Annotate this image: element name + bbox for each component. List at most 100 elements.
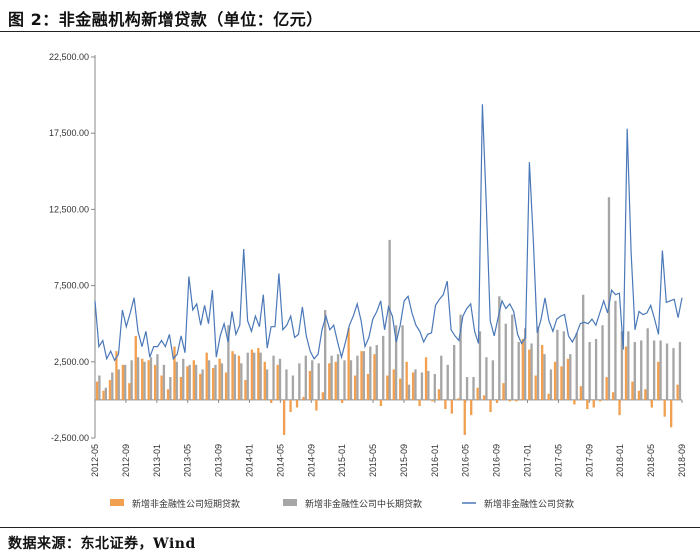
bar-long-term bbox=[156, 354, 159, 400]
bar-long-term bbox=[162, 364, 166, 400]
bar-short-term bbox=[334, 361, 337, 400]
bar-long-term bbox=[278, 358, 282, 400]
bar-long-term bbox=[414, 369, 417, 400]
bar-short-term bbox=[315, 399, 318, 411]
bar-long-term bbox=[478, 331, 482, 400]
bar-long-term bbox=[136, 357, 140, 400]
bar-long-term bbox=[259, 352, 262, 400]
bar-short-term bbox=[663, 399, 666, 417]
bar-long-term bbox=[627, 331, 630, 400]
bar-long-term bbox=[401, 325, 404, 400]
bar-short-term bbox=[592, 399, 595, 408]
bar-long-term bbox=[659, 340, 662, 400]
bar-long-term bbox=[343, 360, 346, 400]
bar-long-term bbox=[388, 239, 391, 400]
bar-short-term bbox=[599, 399, 602, 402]
x-tick-label: 2016-09 bbox=[492, 444, 502, 477]
x-tick-labels: 2012-05 2012-09 2013-01 2013-05 2013-09 2014-… bbox=[90, 399, 687, 477]
bar-short-term bbox=[437, 389, 441, 400]
bar-long-term bbox=[298, 363, 301, 400]
bar-short-term bbox=[353, 375, 357, 400]
bar-short-term bbox=[495, 399, 499, 403]
bar-short-term bbox=[102, 390, 105, 400]
legend: 新增非金融性公司短期贷款 新增非金融性公司中长期贷款 新增非金融性公司贷款 bbox=[110, 498, 574, 510]
bar-short-term bbox=[418, 399, 421, 406]
bar-long-term bbox=[504, 323, 507, 400]
bar-long-term bbox=[678, 341, 682, 400]
bar-long-term bbox=[607, 197, 611, 400]
x-tick-label: 2014-09 bbox=[306, 444, 316, 477]
bar-short-term bbox=[341, 399, 344, 403]
bar-long-term bbox=[317, 363, 320, 400]
bar-short-term bbox=[476, 387, 479, 400]
bar-long-term bbox=[227, 325, 230, 400]
y-tick-label: -2,500.00 bbox=[51, 433, 89, 443]
bar-long-term bbox=[594, 338, 598, 400]
bar-short-term bbox=[328, 363, 331, 400]
bar-long-term bbox=[440, 355, 443, 400]
bar-short-term bbox=[411, 372, 415, 400]
x-tick-label: 2016-01 bbox=[430, 444, 440, 477]
bar-long-term bbox=[214, 364, 217, 400]
bar-short-term bbox=[489, 399, 492, 413]
chart-title: 图 2：非金融机构新增贷款（单位：亿元） bbox=[8, 10, 323, 29]
x-tick-label: 2015-01 bbox=[337, 444, 347, 477]
bars-short-term bbox=[95, 328, 679, 435]
bar-short-term bbox=[160, 375, 163, 400]
bar-short-term bbox=[540, 345, 544, 400]
bar-long-term bbox=[272, 355, 275, 400]
bar-long-term bbox=[433, 373, 436, 400]
bar-short-term bbox=[263, 361, 266, 400]
bar-short-term bbox=[547, 393, 550, 400]
bar-long-term bbox=[556, 329, 559, 400]
bar-short-term bbox=[386, 375, 389, 400]
bar-long-term bbox=[511, 314, 514, 400]
legend-long-label: 新增非金融性公司中长期贷款 bbox=[305, 498, 422, 510]
bar-long-term bbox=[182, 358, 185, 400]
bar-long-term bbox=[104, 387, 107, 400]
bar-long-term bbox=[175, 361, 178, 400]
title-rule bbox=[0, 31, 700, 32]
bar-short-term bbox=[360, 351, 363, 400]
bar-short-term bbox=[205, 352, 208, 400]
bar-short-term bbox=[618, 399, 621, 416]
bar-long-term bbox=[304, 355, 307, 400]
bar-long-term bbox=[394, 325, 398, 400]
bar-short-term bbox=[250, 349, 254, 400]
bar-long-term bbox=[601, 325, 604, 400]
bar-short-term bbox=[244, 380, 247, 400]
bars-long-term bbox=[98, 197, 682, 400]
bar-short-term bbox=[270, 399, 273, 403]
bar-short-term bbox=[528, 349, 531, 400]
bar-short-term bbox=[560, 366, 563, 400]
bar-short-term bbox=[308, 370, 312, 400]
bar-long-term bbox=[549, 369, 553, 400]
bar-long-term bbox=[124, 364, 127, 400]
bar-short-term bbox=[399, 378, 402, 400]
bar-short-term bbox=[457, 398, 460, 400]
bar-long-term bbox=[240, 363, 243, 400]
y-tick-label: 17,500.00 bbox=[49, 128, 89, 138]
bar-short-term bbox=[108, 380, 112, 400]
footer-rule bbox=[0, 527, 700, 528]
bar-short-term bbox=[502, 383, 505, 400]
y-tick-label: 22,500.00 bbox=[49, 52, 89, 62]
bar-short-term bbox=[218, 358, 221, 400]
bar-long-term bbox=[143, 361, 146, 400]
bar-short-term bbox=[553, 361, 557, 400]
bar-short-term bbox=[631, 381, 634, 400]
bar-long-term bbox=[446, 364, 449, 400]
bar-long-term bbox=[569, 354, 572, 400]
bar-long-term bbox=[207, 360, 211, 400]
bar-short-term bbox=[605, 377, 608, 400]
bar-short-term bbox=[405, 361, 408, 400]
bar-long-term bbox=[427, 370, 430, 400]
bar-short-term bbox=[373, 354, 376, 400]
bar-short-term bbox=[470, 399, 473, 416]
bar-long-term bbox=[98, 375, 101, 400]
bar-long-term bbox=[530, 343, 533, 400]
bar-short-term bbox=[637, 390, 641, 400]
x-tick-label: 2015-09 bbox=[399, 444, 409, 477]
bar-long-term bbox=[620, 331, 624, 400]
bar-short-term bbox=[366, 373, 370, 400]
